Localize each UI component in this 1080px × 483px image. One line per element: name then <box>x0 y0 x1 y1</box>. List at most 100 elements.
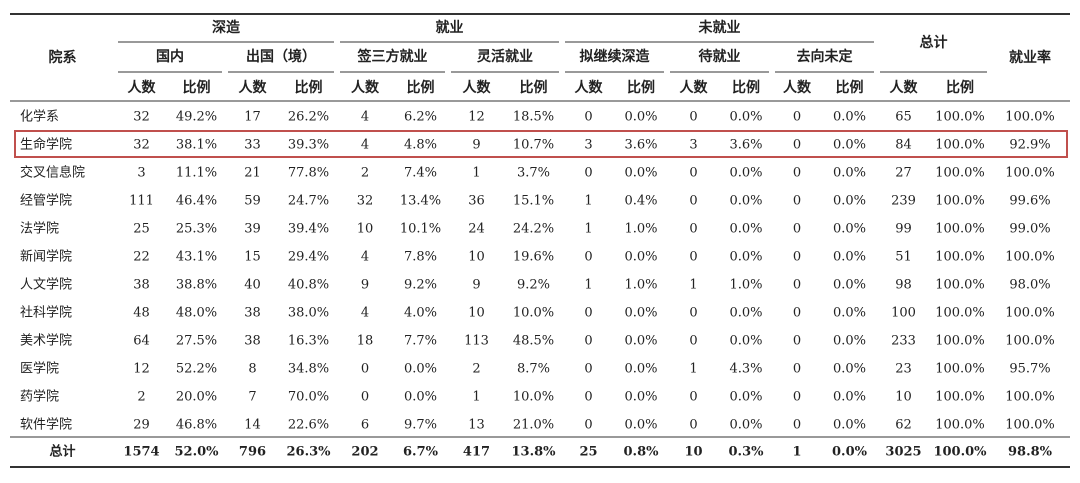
cell: 0.0% <box>729 166 762 181</box>
cell: 0.0% <box>624 110 657 125</box>
cell: 0 <box>793 306 801 321</box>
cell: 0.0% <box>624 390 657 405</box>
group-header: 深造 <box>212 19 240 36</box>
cell: 13.8% <box>511 445 556 460</box>
cell: 100.0% <box>1005 166 1055 181</box>
cell: 0 <box>793 418 801 433</box>
cell: 0.0% <box>833 418 866 433</box>
cell: 13 <box>468 418 485 433</box>
cell: 4.3% <box>729 362 762 377</box>
column-header: 人数 <box>783 79 812 96</box>
cell: 1 <box>472 390 480 405</box>
cell: 233 <box>891 334 916 349</box>
cell: 10 <box>684 445 702 460</box>
cell: 13.4% <box>400 194 441 209</box>
cell: 9.2% <box>517 278 550 293</box>
cell: 6 <box>361 418 369 433</box>
cell: 0.0% <box>833 110 866 125</box>
row-label: 总计 <box>49 444 75 460</box>
cell: 0.0% <box>833 362 866 377</box>
column-header: 人数 <box>680 79 709 96</box>
sub-header: 灵活就业 <box>477 48 533 65</box>
cell: 7.7% <box>404 334 437 349</box>
cell: 0 <box>584 306 592 321</box>
cell: 3.6% <box>729 138 762 153</box>
cell: 0.0% <box>729 222 762 237</box>
cell: 29 <box>133 418 150 433</box>
cell: 0 <box>689 418 697 433</box>
cell: 22.6% <box>288 418 329 433</box>
cell: 17 <box>244 110 261 125</box>
row-label: 法学院 <box>20 221 59 237</box>
cell: 0 <box>689 250 697 265</box>
cell: 0 <box>793 334 801 349</box>
cell: 38 <box>244 334 261 349</box>
cell: 1 <box>584 278 592 293</box>
cell: 0 <box>689 306 697 321</box>
cell: 0.0% <box>404 390 437 405</box>
cell: 4 <box>361 306 369 321</box>
cell: 8 <box>248 362 256 377</box>
cell: 64 <box>133 334 150 349</box>
sub-header: 国内 <box>156 48 184 65</box>
cell: 38.8% <box>176 278 217 293</box>
cell: 0.0% <box>833 334 866 349</box>
cell: 4 <box>361 250 369 265</box>
cell: 3 <box>584 138 592 153</box>
cell: 0 <box>689 390 697 405</box>
cell: 1.0% <box>624 278 657 293</box>
cell: 0.0% <box>729 110 762 125</box>
cell: 100.0% <box>1005 418 1055 433</box>
cell: 92.9% <box>1009 138 1050 153</box>
cell: 0 <box>584 166 592 181</box>
cell: 100.0% <box>935 166 985 181</box>
cell: 14 <box>244 418 261 433</box>
cell: 0 <box>584 418 592 433</box>
column-header: 人数 <box>351 79 380 96</box>
cell: 6.2% <box>404 110 437 125</box>
cell: 0.0% <box>833 138 866 153</box>
cell: 9.2% <box>404 278 437 293</box>
cell: 100.0% <box>1005 390 1055 405</box>
cell: 0.0% <box>833 390 866 405</box>
cell: 39.4% <box>288 222 329 237</box>
cell: 9.7% <box>404 418 437 433</box>
column-header: 比例 <box>407 79 435 96</box>
cell: 4 <box>361 138 369 153</box>
cell: 2 <box>137 390 145 405</box>
cell: 32 <box>133 110 150 125</box>
group-header: 就业 <box>436 19 464 36</box>
cell: 10.0% <box>513 390 554 405</box>
row-highlight <box>14 130 1068 158</box>
cell: 38.1% <box>176 138 217 153</box>
cell: 0.8% <box>624 445 660 460</box>
cell: 38 <box>244 306 261 321</box>
cell: 0.0% <box>833 278 866 293</box>
sub-header: 出国（境） <box>246 48 316 65</box>
cell: 3.7% <box>517 166 550 181</box>
cell: 100.0% <box>935 194 985 209</box>
cell: 12 <box>133 362 150 377</box>
cell: 3 <box>689 138 697 153</box>
cell: 40.8% <box>288 278 329 293</box>
cell: 9 <box>361 278 369 293</box>
cell: 25.3% <box>176 222 217 237</box>
cell: 100.0% <box>1005 334 1055 349</box>
cell: 0 <box>584 250 592 265</box>
cell: 23 <box>895 362 912 377</box>
cell: 3.6% <box>624 138 657 153</box>
row-label: 医学院 <box>20 361 59 377</box>
cell: 24.7% <box>288 194 329 209</box>
cell: 0 <box>793 222 801 237</box>
cell: 0 <box>361 362 369 377</box>
row-label: 生命学院 <box>20 137 72 153</box>
cell: 25 <box>579 445 597 460</box>
cell: 10 <box>357 222 374 237</box>
cell: 111 <box>129 194 154 209</box>
column-header: 比例 <box>946 79 974 96</box>
column-header: 比例 <box>836 79 864 96</box>
cell: 48 <box>133 306 150 321</box>
cell: 0.0% <box>624 334 657 349</box>
cell: 0.0% <box>404 362 437 377</box>
